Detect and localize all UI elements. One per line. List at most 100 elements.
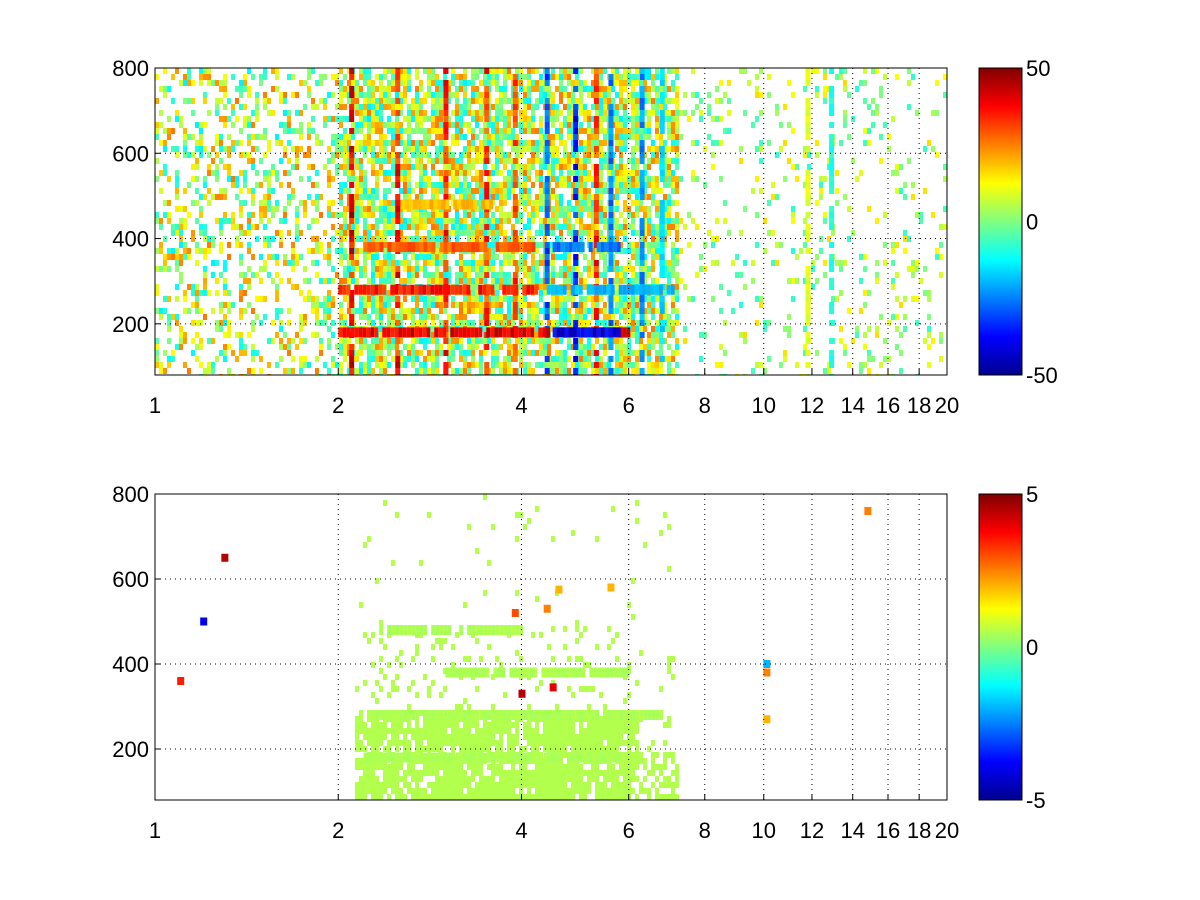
heatmap-cell <box>503 122 507 128</box>
heatmap-cell <box>623 314 627 320</box>
heatmap-cell <box>599 110 603 116</box>
heatmap-cell <box>723 218 727 224</box>
heatmap-cell <box>479 356 483 362</box>
heatmap-cell <box>339 104 343 110</box>
heatmap-cell <box>663 194 667 200</box>
heatmap-cell <box>467 320 471 326</box>
heatmap-cell <box>183 338 187 344</box>
heatmap-cell <box>563 92 567 98</box>
heatmap-cell <box>371 224 375 230</box>
heatmap-cell <box>555 146 559 152</box>
heatmap-cell <box>355 86 359 92</box>
heatmap-cell <box>615 194 619 200</box>
heatmap-cell <box>539 170 543 176</box>
heatmap-cell <box>207 80 211 86</box>
heatmap-cell <box>599 344 603 350</box>
heatmap-cell <box>507 194 511 200</box>
heatmap-cell <box>487 140 491 146</box>
heatmap-cell <box>663 146 667 152</box>
heatmap-cell <box>431 278 435 284</box>
heatmap-cell <box>483 266 487 272</box>
heatmap-cell <box>351 122 355 128</box>
heatmap-cell <box>759 68 763 74</box>
heatmap-cell <box>423 176 427 182</box>
heatmap-cell <box>639 134 643 140</box>
heatmap-cell <box>635 338 639 344</box>
heatmap-cell <box>419 296 423 302</box>
heatmap-column-cell <box>512 302 518 308</box>
heatmap-cell <box>623 164 627 170</box>
heatmap-cell <box>219 242 223 248</box>
heatmap-cell <box>459 272 463 278</box>
heatmap-cell <box>615 128 619 134</box>
heatmap-cell <box>691 110 695 116</box>
heatmap-cell <box>219 194 223 200</box>
heatmap-cell <box>211 170 215 176</box>
heatmap-cell <box>571 230 575 236</box>
heatmap-column-cell <box>608 338 614 344</box>
heatmap-cell <box>407 140 411 146</box>
heatmap-cell <box>423 344 427 350</box>
heatmap-cell <box>507 116 511 122</box>
heatmap-cell <box>307 224 311 230</box>
heatmap-cell <box>911 182 915 188</box>
heatmap-cell <box>499 230 503 236</box>
heatmap-cell <box>303 212 307 218</box>
heatmap-cell <box>219 98 223 104</box>
heatmap-cell <box>495 116 499 122</box>
heatmap-cell <box>875 260 879 266</box>
heatmap-column-cell <box>443 302 449 308</box>
heatmap-cell <box>479 200 483 206</box>
heatmap-cell <box>231 350 235 356</box>
heatmap-cell <box>647 248 651 254</box>
heatmap-cell <box>367 230 371 236</box>
heatmap-cell <box>539 350 543 356</box>
heatmap-cell <box>383 302 387 308</box>
heatmap-cell <box>175 254 179 260</box>
heatmap-cell <box>583 314 587 320</box>
heatmap-column-cell <box>608 266 614 272</box>
heatmap-cell <box>503 176 507 182</box>
heatmap-column-cell <box>395 338 401 344</box>
heatmap-column-cell <box>484 302 490 308</box>
heatmap-cell <box>431 104 435 110</box>
heatmap-cell <box>407 86 411 92</box>
heatmap-column-cell <box>593 242 599 248</box>
heatmap-cell <box>555 212 559 218</box>
heatmap-cell <box>431 314 435 320</box>
heatmap-cell <box>239 200 243 206</box>
heatmap-column-cell <box>639 92 645 98</box>
heatmap-cell <box>835 74 839 80</box>
heatmap-cell <box>711 140 715 146</box>
heatmap-cell <box>503 356 507 362</box>
heatmap-cell <box>531 200 535 206</box>
heatmap-cell <box>783 326 787 332</box>
heatmap-cell <box>563 272 567 278</box>
heatmap-cell <box>159 86 163 92</box>
heatmap-column-cell <box>544 98 550 104</box>
heatmap-cell <box>347 188 351 194</box>
heatmap-cell <box>175 146 179 152</box>
heatmap-cell <box>591 92 595 98</box>
heatmap-cell <box>183 134 187 140</box>
heatmap-cell <box>435 188 439 194</box>
heatmap-cell <box>339 242 343 248</box>
heatmap-cell <box>839 290 843 296</box>
heatmap-column-cell <box>639 74 645 80</box>
heatmap-cell <box>199 308 203 314</box>
heatmap-cell <box>907 104 911 110</box>
heatmap-cell <box>543 362 547 368</box>
heatmap-cell <box>263 266 267 272</box>
heatmap-column-cell <box>484 188 490 194</box>
heatmap-cell <box>423 116 427 122</box>
heatmap-cell <box>207 188 211 194</box>
heatmap-cell <box>567 356 571 362</box>
heatmap-cell <box>479 320 483 326</box>
heatmap-cell <box>379 134 383 140</box>
heatmap-cell <box>531 314 535 320</box>
heatmap-cell <box>223 314 227 320</box>
heatmap-cell <box>895 344 899 350</box>
heatmap-cell <box>347 80 351 86</box>
heatmap-cell <box>627 242 631 248</box>
heatmap-cell <box>215 320 219 326</box>
